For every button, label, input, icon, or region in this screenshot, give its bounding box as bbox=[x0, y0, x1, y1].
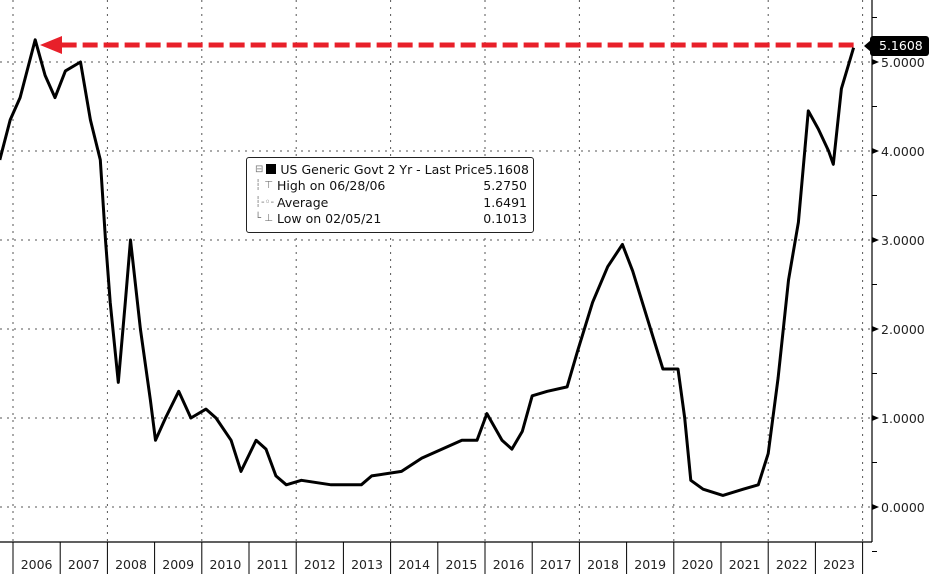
legend-label: Low on 02/05/21 bbox=[277, 211, 382, 227]
y-tick-label: 1.0000 bbox=[881, 411, 925, 426]
gridlines bbox=[0, 0, 872, 542]
x-tick-label: 2007 bbox=[68, 557, 100, 572]
x-tick-label: 2006 bbox=[21, 557, 53, 572]
legend-row-average: ┆-◦- Average 1.6491 bbox=[255, 194, 527, 211]
legend-label: High on 06/28/06 bbox=[277, 178, 386, 194]
y-tick bbox=[872, 326, 879, 332]
legend-value: 5.2750 bbox=[483, 178, 527, 194]
last-price-tag: 5.1608 bbox=[864, 36, 929, 56]
collapse-series-icon[interactable]: ⊟ bbox=[255, 164, 277, 175]
x-tick-label: 2018 bbox=[587, 557, 619, 572]
x-tick-label: 2023 bbox=[823, 557, 855, 572]
x-tick-label: 2010 bbox=[209, 557, 241, 572]
legend: ⊟ US Generic Govt 2 Yr - Last Price 5.16… bbox=[246, 157, 534, 233]
legend-value: 1.6491 bbox=[483, 194, 527, 210]
legend-label: Average bbox=[277, 194, 329, 210]
x-tick-label: 2016 bbox=[493, 557, 525, 572]
series-line-us-2yr bbox=[0, 38, 856, 497]
series bbox=[0, 38, 856, 497]
x-tick-label: 2014 bbox=[398, 557, 430, 572]
x-tick-label: 2013 bbox=[351, 557, 383, 572]
y-tick-label: 0.0000 bbox=[881, 500, 925, 515]
x-tick-label: 2008 bbox=[115, 557, 147, 572]
series-swatch bbox=[266, 164, 277, 175]
legend-label: US Generic Govt 2 Yr - Last Price bbox=[280, 161, 486, 177]
legend-row-high: ┆ ⊤ High on 06/28/06 5.2750 bbox=[255, 178, 527, 195]
x-tick-label: 2019 bbox=[634, 557, 666, 572]
legend-row-last-price: ⊟ US Generic Govt 2 Yr - Last Price 5.16… bbox=[255, 161, 529, 178]
average-marker-icon: ┆-◦- bbox=[255, 196, 275, 208]
x-tick-label: 2020 bbox=[681, 557, 713, 572]
low-marker-icon: └ ⊥ bbox=[255, 213, 273, 225]
x-tick-label: 2017 bbox=[540, 557, 572, 572]
x-tick-label: 2021 bbox=[729, 557, 761, 572]
y-tick bbox=[872, 59, 879, 65]
y-tick bbox=[872, 148, 879, 154]
high-marker-icon: ┆ ⊤ bbox=[255, 180, 273, 192]
y-tick-label: 2.0000 bbox=[881, 322, 925, 337]
x-tick-label: 2015 bbox=[445, 557, 477, 572]
y-tick bbox=[872, 504, 879, 510]
annotation bbox=[40, 36, 854, 54]
y-tick-label: 5.0000 bbox=[881, 55, 925, 70]
legend-value: 5.1608 bbox=[485, 161, 529, 177]
y-tick-label: 3.0000 bbox=[881, 233, 925, 248]
legend-row-low: └ ⊥ Low on 02/05/21 0.1013 bbox=[255, 211, 527, 228]
x-tick-label: 2022 bbox=[776, 557, 808, 572]
x-tick-label: 2009 bbox=[162, 557, 194, 572]
x-tick-label: 2011 bbox=[257, 557, 289, 572]
y-tick bbox=[872, 415, 879, 421]
x-tick-label: 2012 bbox=[304, 557, 336, 572]
red-arrowhead-icon bbox=[40, 36, 62, 54]
y-tick bbox=[872, 237, 879, 243]
legend-value: 0.1013 bbox=[483, 211, 527, 227]
y-tick-label: 4.0000 bbox=[881, 144, 925, 159]
